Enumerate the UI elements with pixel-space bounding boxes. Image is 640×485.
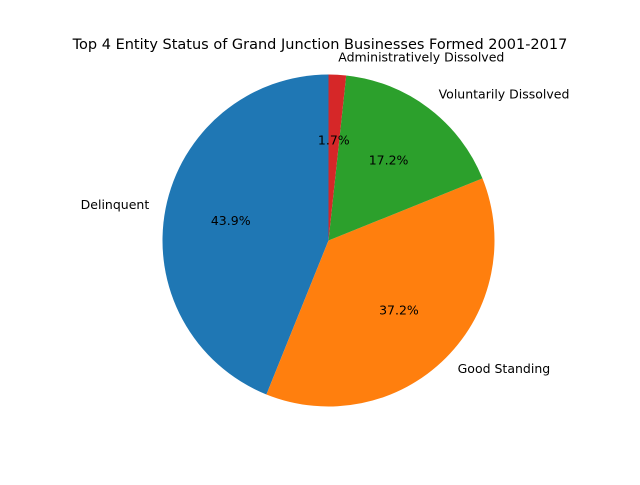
pie-slice-good-standing	[266, 178, 495, 407]
pie-slices	[162, 74, 495, 407]
slice-pct-delinquent: 43.9%	[211, 213, 251, 228]
pie-slice-delinquent	[162, 74, 329, 395]
chart-title: Top 4 Entity Status of Grand Junction Bu…	[72, 37, 568, 53]
slice-pct-administratively-dissolved: 1.7%	[318, 133, 350, 148]
slice-pct-voluntarily-dissolved: 17.2%	[369, 153, 409, 168]
slice-label-good-standing: Good Standing	[458, 361, 551, 376]
pie-slice-administratively-dissolved	[328, 74, 347, 241]
slice-label-administratively-dissolved: Administratively Dissolved	[338, 50, 504, 65]
slice-label-delinquent: Delinquent	[81, 197, 150, 212]
slice-label-voluntarily-dissolved: Voluntarily Dissolved	[439, 86, 570, 101]
slice-pct-good-standing: 37.2%	[379, 302, 419, 317]
pie-slice-voluntarily-dissolved	[328, 75, 483, 241]
pie-labels: Delinquent 43.9% Good Standing 37.2% Volunta…	[81, 50, 570, 376]
